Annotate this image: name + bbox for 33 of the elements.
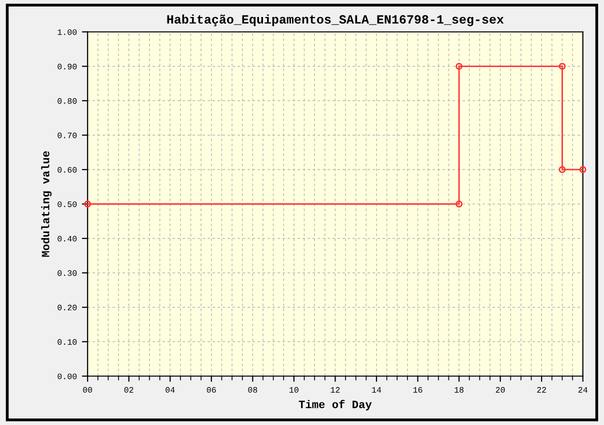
x-tick-label: 22 — [537, 387, 546, 393]
point — [84, 200, 92, 208]
y-tick-label: 0.20 — [58, 304, 77, 310]
y-axis-title: Modulating value — [41, 151, 52, 257]
x-tick-label: 18 — [454, 387, 464, 393]
point — [558, 62, 566, 70]
x-axis-title: Time of Day — [298, 400, 372, 410]
x-tick-label: 16 — [413, 387, 422, 393]
x-tick-label: 20 — [496, 387, 505, 393]
y-tick-label: 0.40 — [58, 236, 77, 242]
y-tick-label: 0.60 — [58, 167, 77, 173]
y-tick-label: 1.00 — [58, 29, 77, 35]
y-tick-label: 0.80 — [58, 98, 77, 104]
x-tick-label: 06 — [206, 387, 216, 393]
point — [558, 166, 566, 174]
point — [456, 200, 463, 208]
x-tick-label: 10 — [290, 387, 298, 393]
y-tick-label: 0.00 — [58, 374, 77, 380]
y-tick-label: 0.90 — [58, 64, 77, 70]
x-tick-label: 00 — [83, 387, 92, 393]
chart-title: Habitação_Equipamentos_SALA_EN16798-1_seg-sex — [167, 14, 504, 26]
x-tick-label: 12 — [330, 387, 340, 393]
x-tick-label: 24 — [578, 387, 588, 393]
x-tick-label: 08 — [248, 387, 258, 393]
y-tick-label: 0.70 — [58, 132, 77, 138]
x-tick-label: 04 — [166, 387, 175, 393]
point — [579, 166, 586, 174]
y-tick-label: 0.50 — [58, 201, 77, 208]
point — [456, 62, 463, 70]
y-tick-label: 0.10 — [58, 339, 77, 345]
x-tick-label: 14 — [372, 387, 382, 393]
x-tick-label: 02 — [124, 387, 134, 393]
y-tick-label: 0.30 — [58, 270, 77, 276]
